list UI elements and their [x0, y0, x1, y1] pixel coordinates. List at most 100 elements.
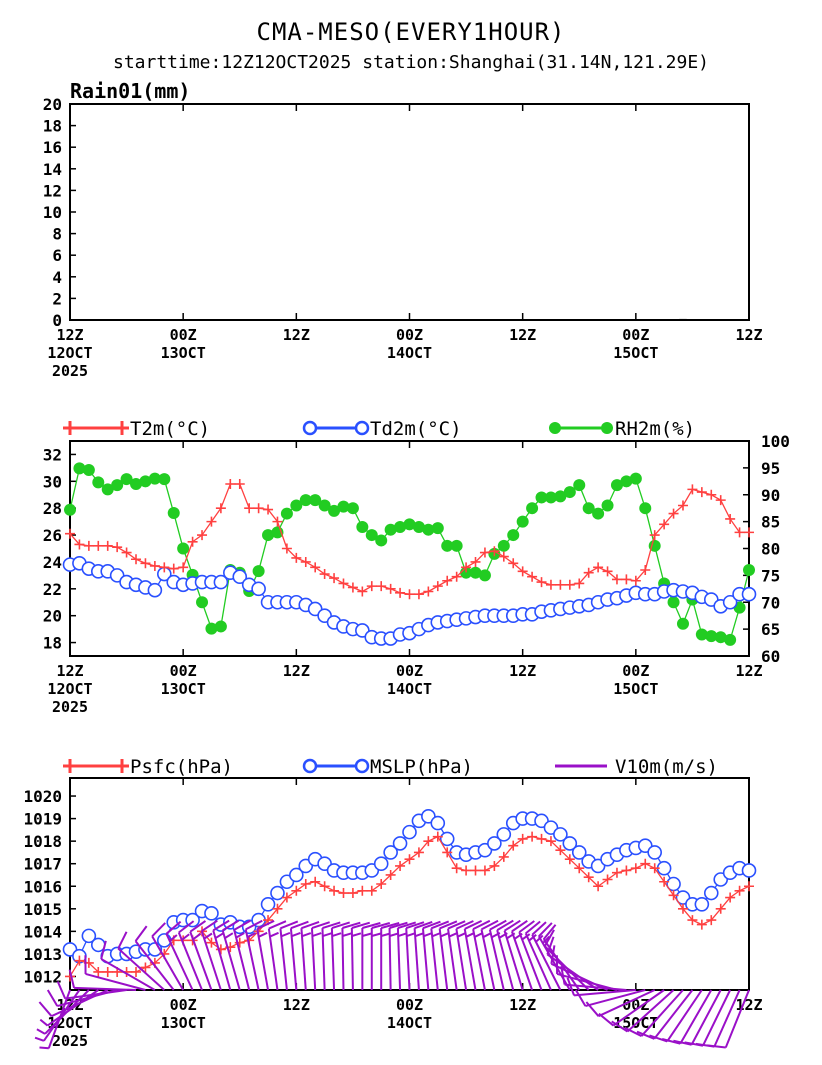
wind-barb	[279, 920, 299, 991]
wind-barb	[200, 919, 222, 991]
rh2m-point	[441, 539, 454, 552]
rh2m-point	[582, 502, 595, 515]
rh2m-point	[724, 633, 737, 646]
t2m-point	[215, 503, 226, 514]
wind-barb-feather	[256, 919, 275, 930]
wind-barb-staff	[585, 989, 646, 1008]
wind-barb-half-feather	[521, 933, 531, 941]
rain-xtick-label: 00Z	[170, 326, 197, 344]
rh2m-point	[148, 472, 161, 485]
psfc-point	[215, 944, 226, 955]
t2m-point	[140, 558, 151, 569]
rain-xtick-label: 12Z	[283, 326, 310, 344]
wind-barb-feather	[280, 920, 299, 930]
wind-barb-staff	[189, 931, 213, 991]
rain-ytick-label: 18	[43, 117, 62, 136]
temperature-panel: 1820222426283032606570758085909510012Z12…	[43, 418, 790, 716]
wind-barb-feather	[134, 925, 148, 942]
psfc-point	[432, 831, 443, 842]
rh2m-point	[328, 504, 341, 517]
psfc-point	[376, 879, 387, 889]
wind-barb-feather	[511, 919, 528, 933]
temp-xtick-label: 12Z	[56, 662, 83, 680]
wind-barb-staff	[640, 989, 684, 1037]
temp-ytick-label: 18	[43, 634, 62, 653]
rh2m-point	[639, 502, 652, 515]
psfc-point	[470, 865, 481, 876]
psfc-point	[583, 872, 594, 883]
t2m-point	[649, 530, 660, 541]
t2m-point	[300, 556, 311, 567]
wind-barb-feather	[380, 922, 400, 929]
wind-barb-feather	[538, 922, 553, 938]
wind-barb-feather	[117, 931, 128, 949]
psfc-point	[630, 863, 641, 874]
psfc-point	[300, 879, 311, 889]
wind-barb-staff	[244, 929, 260, 991]
t2m-point	[366, 581, 377, 592]
psfc-point	[404, 854, 415, 865]
wind-barb	[330, 921, 351, 991]
psfc-point	[442, 847, 453, 858]
rh2m-point	[422, 523, 435, 536]
wind-barb-staff	[65, 989, 127, 1000]
psfc-point	[281, 892, 292, 903]
rain-ytick-label: 20	[43, 95, 62, 114]
wind-barb-staff	[233, 929, 251, 991]
wind-barb-feather	[464, 919, 483, 930]
psfc-point	[93, 966, 104, 977]
t2m-point	[65, 528, 75, 539]
mslp-point	[439, 831, 455, 847]
temp-frame	[69, 440, 750, 657]
wind-barb-staff	[510, 931, 534, 991]
temp-xtick-label: 13OCT	[161, 680, 206, 698]
rh2m-point	[394, 521, 407, 533]
rh2m-point	[544, 491, 557, 504]
psfc-point	[272, 903, 283, 914]
rh2m-point	[346, 502, 359, 515]
psfc-point	[451, 863, 462, 874]
rh2m-point	[309, 494, 322, 507]
rain-xtick-label: 12Z	[56, 326, 83, 344]
psfc-point	[593, 881, 604, 892]
wind-barb-feather	[707, 1044, 726, 1049]
wind-barb-feather	[422, 920, 441, 930]
press-xtick-label: 00Z	[396, 996, 423, 1014]
wind-barb-feather	[212, 919, 230, 932]
rain-ytick-label: 4	[52, 268, 62, 287]
rh2m-point	[554, 490, 567, 503]
legend-mslp-label: MSLP(hPa)	[370, 756, 473, 778]
temp-ytick-label: 24	[43, 553, 62, 572]
t2m-point	[640, 565, 651, 575]
wind-barb	[661, 989, 713, 1045]
wind-barb-half-feather	[280, 931, 291, 938]
temp-xtick-label: 2025	[52, 698, 88, 716]
rh2m-point	[563, 486, 576, 499]
wind-barb	[546, 936, 599, 991]
rh2m-point	[167, 507, 180, 520]
wind-barb-staff	[518, 931, 543, 991]
td2m-point	[213, 574, 229, 590]
rain-panel: 0246810121416182012Z12OCT202500Z13OCT12Z…	[43, 79, 763, 380]
wind-barb	[100, 940, 156, 991]
wind-barb	[189, 920, 213, 991]
wind-barb-feather	[518, 920, 535, 933]
wind-barb-half-feather	[224, 932, 234, 939]
rh-ytick-label: 95	[761, 459, 780, 478]
wind-barb-feather	[504, 919, 521, 932]
mslp-point	[553, 827, 568, 842]
rh-ytick-label: 80	[761, 540, 780, 559]
wind-barb-feather	[331, 921, 351, 929]
rh-ytick-label: 60	[761, 647, 780, 666]
psfc-point	[659, 876, 670, 887]
wind-barb-half-feather	[301, 932, 312, 938]
wind-barb-feather	[447, 920, 466, 930]
rain-xtick-label: 2025	[52, 362, 88, 380]
rh2m-point	[516, 515, 529, 528]
rh2m-point	[111, 479, 124, 492]
wind-barb-feather	[472, 919, 491, 931]
press-ytick-label: 1017	[23, 855, 62, 874]
pressure-panel: 1012 1013 1014 1015 1016 1017 1018 1019 1020 12Z 1…	[23, 756, 762, 1050]
t2m-point	[149, 560, 160, 571]
